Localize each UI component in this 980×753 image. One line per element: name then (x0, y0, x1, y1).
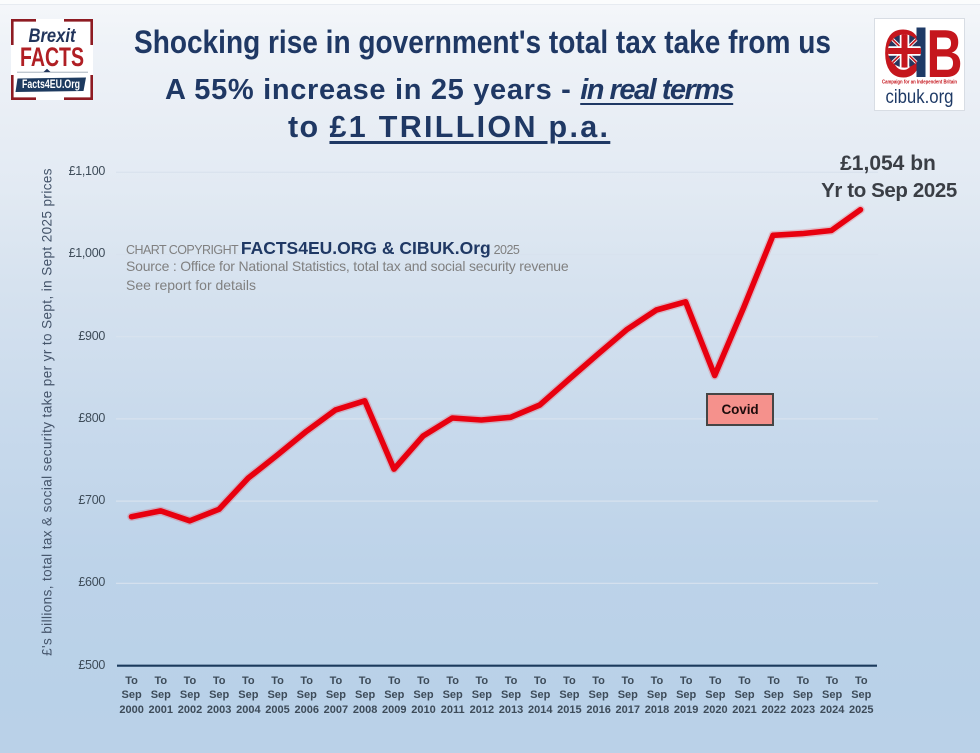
svg-text:FACTS: FACTS (20, 42, 84, 72)
svg-text:cibuk.org: cibuk.org (886, 87, 954, 108)
svg-text:Brexit: Brexit (29, 26, 77, 47)
svg-text:B: B (927, 18, 963, 92)
svg-text:Campaign for an Independent Br: Campaign for an Independent Britain (882, 80, 957, 86)
svg-text:Facts4EU.Org: Facts4EU.Org (22, 79, 80, 91)
